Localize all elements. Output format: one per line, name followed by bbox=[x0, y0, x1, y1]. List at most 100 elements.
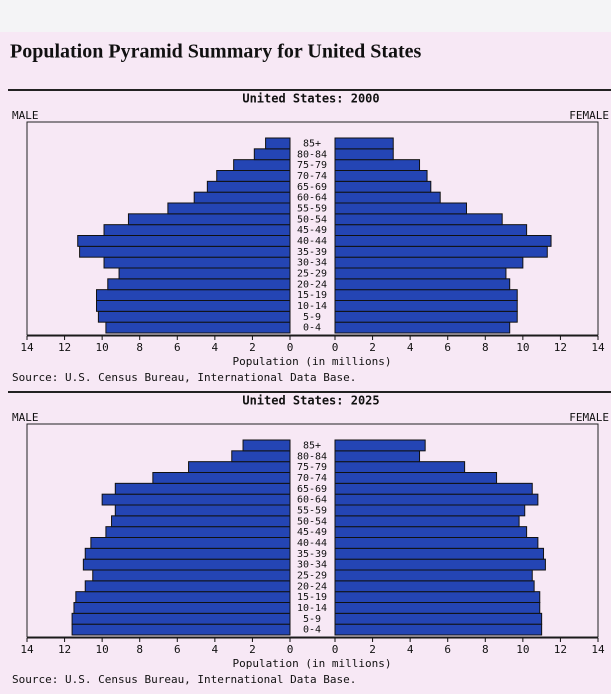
bar-male bbox=[111, 515, 291, 528]
bar-female bbox=[334, 569, 533, 582]
bar-female bbox=[334, 213, 503, 226]
x-tick-label: 4 bbox=[407, 643, 414, 656]
bar-male bbox=[188, 461, 291, 473]
bar-male bbox=[216, 170, 291, 182]
bar-female bbox=[334, 191, 441, 204]
bar-male bbox=[242, 439, 291, 452]
bar-male bbox=[96, 300, 291, 312]
age-label: 10-14 bbox=[297, 301, 327, 312]
age-label: 30-34 bbox=[297, 258, 327, 269]
bar-female bbox=[334, 289, 518, 301]
bar-female bbox=[334, 267, 507, 280]
side-label: FEMALE bbox=[569, 109, 609, 122]
age-label: 40-44 bbox=[297, 236, 327, 247]
bar-female bbox=[334, 278, 511, 291]
side-label: MALE bbox=[12, 411, 39, 424]
age-label: 75-79 bbox=[297, 160, 327, 171]
age-label: 25-29 bbox=[297, 268, 327, 279]
bar-male bbox=[77, 235, 291, 247]
bar-male bbox=[73, 602, 291, 614]
side-label: MALE bbox=[12, 109, 39, 122]
age-label: 0-4 bbox=[303, 323, 321, 334]
age-label: 85+ bbox=[303, 440, 321, 451]
bar-male bbox=[114, 482, 291, 495]
bar-female bbox=[334, 300, 518, 312]
bar-male bbox=[127, 213, 291, 226]
x-tick-label: 12 bbox=[58, 341, 71, 354]
age-label: 5-9 bbox=[303, 614, 321, 625]
x-tick-label: 10 bbox=[516, 643, 529, 656]
age-label: 35-39 bbox=[297, 549, 327, 560]
age-label: 60-64 bbox=[297, 495, 327, 506]
x-tick-label: 2 bbox=[369, 341, 376, 354]
bar-female bbox=[334, 461, 466, 473]
bar-male bbox=[193, 191, 291, 204]
age-label: 80-84 bbox=[297, 451, 327, 462]
bar-female bbox=[334, 439, 426, 452]
bar-male bbox=[75, 591, 291, 604]
age-label: 40-44 bbox=[297, 538, 327, 549]
bar-female bbox=[334, 170, 428, 182]
age-label: 0-4 bbox=[303, 625, 321, 636]
age-label: 15-19 bbox=[297, 290, 327, 301]
bar-female bbox=[334, 245, 548, 258]
x-tick-label: 12 bbox=[58, 643, 71, 656]
bar-female bbox=[334, 612, 543, 625]
age-label: 20-24 bbox=[297, 581, 327, 592]
bar-female bbox=[334, 321, 511, 334]
age-label: 30-34 bbox=[297, 560, 327, 571]
bar-female bbox=[334, 450, 421, 463]
age-label: 5-9 bbox=[303, 312, 321, 323]
age-label: 15-19 bbox=[297, 592, 327, 603]
bar-female bbox=[334, 235, 552, 247]
source-note: Source: U.S. Census Bureau, Internationa… bbox=[12, 371, 356, 384]
x-tick-label: 6 bbox=[444, 643, 451, 656]
x-tick-label: 12 bbox=[554, 643, 567, 656]
bar-female bbox=[334, 137, 394, 150]
bar-female bbox=[334, 493, 539, 506]
x-tick-label: 4 bbox=[407, 341, 414, 354]
age-label: 70-74 bbox=[297, 171, 327, 182]
plot-frame bbox=[26, 423, 599, 638]
age-label: 70-74 bbox=[297, 473, 327, 484]
bar-male bbox=[107, 278, 291, 291]
age-label: 50-54 bbox=[297, 516, 327, 527]
x-tick-label: 2 bbox=[249, 643, 256, 656]
bar-female bbox=[334, 558, 546, 571]
x-tick-label: 2 bbox=[249, 341, 256, 354]
x-axis-label: Population (in millions) bbox=[233, 355, 392, 368]
bar-female bbox=[334, 526, 528, 539]
x-tick-label: 10 bbox=[516, 341, 529, 354]
age-label: 55-59 bbox=[297, 203, 327, 214]
bar-male bbox=[167, 202, 291, 215]
x-tick-label: 0 bbox=[332, 341, 339, 354]
age-label: 50-54 bbox=[297, 214, 327, 225]
bar-male bbox=[79, 245, 291, 258]
x-tick-label: 0 bbox=[332, 643, 339, 656]
bar-male bbox=[118, 267, 291, 280]
x-tick-label: 6 bbox=[174, 341, 181, 354]
bar-male bbox=[96, 289, 291, 301]
bar-female bbox=[334, 580, 535, 593]
x-tick-label: 14 bbox=[591, 341, 605, 354]
x-tick-label: 10 bbox=[96, 643, 109, 656]
bar-male bbox=[152, 472, 291, 484]
age-label: 25-29 bbox=[297, 570, 327, 581]
bar-female bbox=[334, 591, 541, 604]
top-strip bbox=[0, 0, 611, 32]
age-label: 20-24 bbox=[297, 279, 327, 290]
bar-male bbox=[233, 159, 291, 172]
x-tick-label: 0 bbox=[287, 643, 294, 656]
bar-male bbox=[101, 493, 291, 506]
bar-female bbox=[334, 504, 526, 517]
bar-female bbox=[334, 148, 394, 161]
bar-male bbox=[265, 137, 291, 150]
bar-male bbox=[71, 612, 291, 625]
x-tick-label: 8 bbox=[482, 643, 489, 656]
x-tick-label: 14 bbox=[591, 643, 605, 656]
age-label: 85+ bbox=[303, 138, 321, 149]
x-tick-label: 14 bbox=[20, 643, 34, 656]
bar-female bbox=[334, 256, 524, 269]
chart-title: United States: 2000 bbox=[242, 92, 379, 106]
